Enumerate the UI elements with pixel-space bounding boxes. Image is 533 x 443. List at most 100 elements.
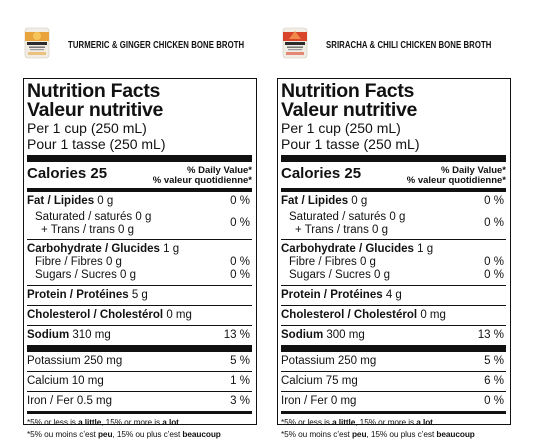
iron-value: 0.5 mg [76,394,113,407]
daily-value-header-en: % Daily Value* [441,165,506,176]
trans-value: 0 g [372,223,389,236]
sugars-row: Sugars / Sucres 0 g 0 % [281,269,506,285]
fibre-row: Fibre / Fibres 0 g 0 % [27,256,252,269]
divider-thin [27,284,252,286]
divider-thin [281,304,506,306]
carbohydrate-row: Carbohydrate / Glucides 1 g [281,240,506,256]
sodium-percent: 13 % [477,328,504,341]
potassium-label: Potassium [27,354,81,367]
divider-thin [281,324,506,326]
product-name: SRIRACHA & CHILI CHICKEN BONE BROTH [326,39,492,51]
potassium-label: Potassium [281,354,335,367]
fat-percent: 0 % [484,194,504,207]
fibre-label: Fibre / Fibres [35,255,103,268]
calories-row: Calories 25 % Daily Value* % valeur quot… [27,162,252,188]
title-en: Nutrition Facts [27,80,161,102]
sodium-value: 310 mg [72,328,111,341]
saturated-label: Saturated / saturés [289,210,387,223]
iron-row: Iron / Fer 0.5 mg 3 % [27,392,252,411]
divider-thin [27,390,252,392]
calories-label: Calories [281,165,341,182]
divider-medium [281,410,506,414]
sodium-row: Sodium 310 mg 13 % [27,326,252,345]
saturated-value: 0 g [389,210,406,223]
product-name: TURMERIC & GINGER CHICKEN BONE BROTH [68,39,245,51]
daily-value-header-en: % Daily Value* [187,165,252,176]
trans-value: 0 g [118,223,135,236]
saturated-trans-group: Saturated / saturés 0 g + Trans / trans … [27,211,252,239]
saturated-trans-percent: 0 % [230,216,250,229]
serving-size-en: Per 1 cup (250 mL) [27,120,147,136]
divider-thin [27,324,252,326]
iron-value: 0 mg [330,394,357,407]
calcium-row: Calcium 75 mg 6 % [281,372,506,391]
saturated-trans-percent: 0 % [484,216,504,229]
divider-thin [281,370,506,372]
daily-value-header-fr: % valeur quotidienne* [152,174,252,186]
sugars-value: 0 g [120,268,137,281]
fibre-percent: 0 % [230,255,250,268]
footnote: *5% or less is a little, 15% or more is … [281,414,506,440]
sodium-label: Sodium [281,328,324,341]
potassium-percent: 5 % [230,354,250,367]
sodium-value: 300 mg [326,328,365,341]
sugars-label: Sugars / Sucres [35,268,117,281]
footnote: *5% or less is a little, 15% or more is … [27,414,252,440]
daily-value-header-fr: % valeur quotidienne* [406,174,506,186]
iron-percent: 0 % [484,394,504,407]
protein-value: 4 g [385,288,402,301]
potassium-row: Potassium 250 mg 5 % [27,352,252,371]
protein-row: Protein / Protéines 5 g [27,286,252,305]
cholesterol-value: 0 mg [166,308,192,321]
calcium-percent: 1 % [230,374,250,387]
broth-can-turmeric-image [24,27,50,59]
footnote-fr: *5% ou moins c’est peu, 15% ou plus c’es… [27,428,221,439]
title-fr: Valeur nutritive [281,99,418,121]
divider-thin [281,284,506,286]
protein-value: 5 g [131,288,148,301]
protein-label: Protein / Protéines [27,288,129,301]
carbohydrate-label: Carbohydrate / Glucides [27,242,160,255]
calories-row: Calories 25 % Daily Value* % valeur quot… [281,162,506,188]
cholesterol-label: Cholesterol / Cholestérol [27,308,164,321]
divider-medium [27,188,252,192]
cholesterol-value: 0 mg [420,308,446,321]
cholesterol-row: Cholesterol / Cholestérol 0 mg [281,306,506,325]
calcium-row: Calcium 10 mg 1 % [27,372,252,391]
fat-label: Fat / Lipides [27,194,95,207]
divider-thin [27,238,252,240]
iron-row: Iron / Fer 0 mg 0 % [281,392,506,411]
carbohydrate-label: Carbohydrate / Glucides [281,242,414,255]
divider-medium [281,188,506,192]
potassium-percent: 5 % [484,354,504,367]
sugars-label: Sugars / Sucres [289,268,371,281]
divider-thick [281,155,506,162]
nutrition-facts-panel-sriracha: Nutrition Facts Valeur nutritive Per 1 c… [277,78,511,439]
calcium-percent: 6 % [484,374,504,387]
title-en: Nutrition Facts [281,80,415,102]
footnote-en: *5% or less is a little, 15% or more is … [27,417,179,427]
calcium-label: Calcium [281,374,323,387]
cholesterol-row: Cholesterol / Cholestérol 0 mg [27,306,252,325]
sugars-percent: 0 % [230,268,250,281]
trans-label: + Trans / trans [41,223,115,236]
sodium-percent: 13 % [223,328,250,341]
potassium-value: 250 mg [337,354,377,367]
divider-thick [27,344,252,352]
footnote-fr: *5% ou moins c’est peu, 15% ou plus c’es… [281,428,475,439]
title-fr: Valeur nutritive [27,99,164,121]
trans-label: + Trans / trans [295,223,369,236]
calcium-label: Calcium [27,374,69,387]
calories-value: 25 [90,165,108,182]
iron-percent: 3 % [230,394,250,407]
calcium-value: 75 mg [325,374,358,387]
divider-thin [27,370,252,372]
serving-size-en: Per 1 cup (250 mL) [281,120,401,136]
sugars-value: 0 g [374,268,391,281]
carbohydrate-value: 1 g [163,242,180,255]
broth-can-sriracha-image [282,27,308,59]
fat-value: 0 g [97,194,114,207]
sugars-percent: 0 % [484,268,504,281]
fibre-value: 0 g [105,255,122,268]
divider-thick [281,344,506,352]
